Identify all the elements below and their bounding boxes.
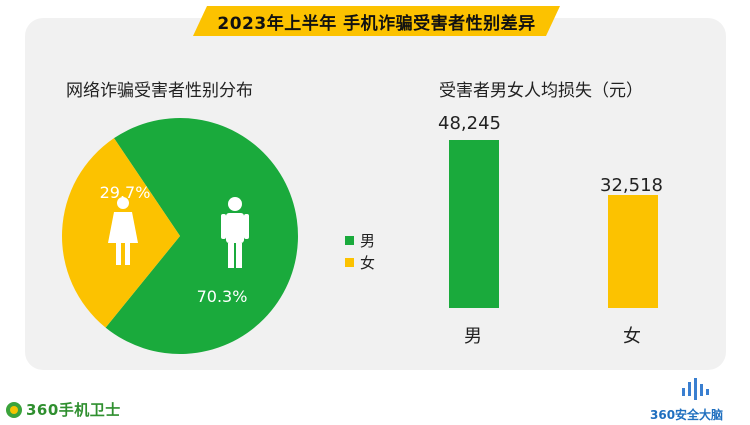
pie-slice-male xyxy=(105,117,298,354)
legend-label-female: 女 xyxy=(360,253,376,272)
brand-name-left: 360手机卫士 xyxy=(26,401,121,419)
page-title: 2023年上半年 手机诈骗受害者性别差异 xyxy=(193,6,560,36)
bar-category-label-female: 女 xyxy=(623,326,641,347)
brand-logo-360-mobile-guard: 360手机卫士 xyxy=(6,399,121,420)
bar-male xyxy=(449,140,499,308)
bar-value-label-female: 32,518 xyxy=(600,175,663,196)
brand-logo-360-security-brain: 360安全大脑 xyxy=(650,376,742,422)
legend-item-female: 女 xyxy=(345,251,375,273)
pie-label-male: 70.3% xyxy=(197,287,248,306)
pie-label-female: 29.7% xyxy=(100,183,151,202)
pie-chart-title: 网络诈骗受害者性别分布 xyxy=(66,81,253,101)
legend-label-male: 男 xyxy=(360,231,376,250)
bar-chart-title: 受害者男女人均损失（元） xyxy=(439,81,643,101)
legend-item-male: 男 xyxy=(345,229,375,251)
legend: 男 女 xyxy=(345,229,375,273)
bar-female xyxy=(608,195,658,308)
brand-name-right: 360安全大脑 xyxy=(650,408,724,422)
bar-value-label-male: 48,245 xyxy=(438,113,501,134)
shield-logo-icon xyxy=(6,401,22,418)
bar-category-label-male: 男 xyxy=(464,326,482,347)
female-person-icon xyxy=(108,197,138,265)
legend-swatch-male xyxy=(345,235,354,245)
legend-swatch-female xyxy=(345,257,354,267)
sound-bars-logo-icon xyxy=(682,378,709,400)
male-person-icon xyxy=(221,197,249,268)
